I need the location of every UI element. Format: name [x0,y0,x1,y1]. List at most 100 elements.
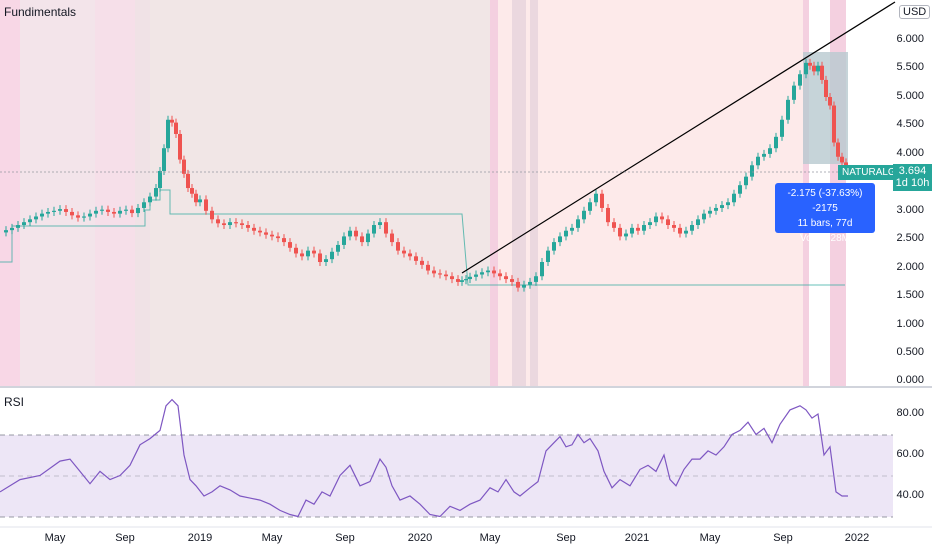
indicator-title[interactable]: Fundimentals [4,5,77,19]
candle-body [522,284,526,288]
candle-body [780,119,784,137]
candle-body [336,244,340,252]
candle-body [94,210,98,214]
candle-body [762,153,766,157]
candle-body [820,65,824,80]
candle-body [576,219,580,228]
candle-body [170,119,174,123]
bar-countdown: 1d 10h [895,177,930,189]
candle-body [240,223,244,226]
candle-body [808,62,812,66]
candle-body [654,216,658,223]
candle-body [384,222,388,234]
candle-body [690,225,694,231]
candle-body [204,199,208,211]
price-tick-label: 2.500 [896,232,924,245]
candle-body [534,276,538,282]
last-price-value: 3.694 [898,165,927,177]
candle-body [660,216,664,220]
measure-tooltip: -2.175 (-37.63%) -2175 11 bars, 77d Vol … [775,183,875,244]
candle-body [158,170,162,189]
candle-body [106,209,110,212]
candle-body [708,210,712,214]
candle-body [768,148,772,154]
rsi-title[interactable]: RSI [4,395,25,409]
candle-body [648,222,652,226]
candle-body [450,276,454,280]
candle-body [486,270,490,273]
candle-body [70,211,74,216]
candle-body [570,227,574,231]
candle-body [432,270,436,274]
candle-body [726,202,730,206]
time-tick-label: May [479,532,501,544]
candle-body [618,227,622,237]
candle-body [190,188,194,194]
candle-body [612,222,616,228]
candle-body [600,193,604,208]
candle-body [812,65,816,72]
candle-body [444,274,448,277]
time-tick-label: May [699,532,721,544]
price-tick-label: 0.500 [896,345,924,358]
candle-body [124,209,128,211]
candle-body [228,222,232,226]
candle-body [270,234,274,237]
candle-body [624,233,628,237]
price-tick-label: 5.500 [896,61,924,74]
candle-body [840,156,844,163]
candle-body [636,227,640,231]
candle-body [174,122,178,134]
price-candles [4,58,848,292]
background-bands [0,0,848,386]
price-tick-label: 4.500 [896,118,924,131]
candle-body [666,219,670,226]
candle-body [836,142,840,157]
candle-body [744,176,748,186]
candle-body [130,209,134,214]
currency-badge[interactable]: USD [899,5,931,19]
time-tick-label: 2020 [407,532,433,544]
rsi-tick-label: 80.00 [896,407,924,419]
candle-body [510,279,514,282]
candle-body [246,225,250,228]
candle-body [142,202,146,208]
candle-body [252,227,256,231]
candle-body [342,236,346,245]
candle-body [372,225,376,234]
candle-body [46,211,50,214]
candle-body [540,262,544,277]
candle-body [28,219,32,223]
candle-body [732,193,736,203]
candle-body [282,238,286,243]
last-price-tag: 3.694 1d 10h [893,164,932,191]
measure-volume: Vol 1.628M [799,233,851,244]
candle-body [162,148,166,171]
candle-body [516,281,520,288]
time-tick-label: 2022 [844,532,870,544]
candle-body [468,276,472,280]
candle-body [300,253,304,257]
candle-body [222,223,226,226]
candle-body [360,236,364,243]
price-tick-label: 5.000 [896,89,924,102]
trend-line[interactable] [461,1,896,274]
candle-body [528,281,532,285]
candle-body [552,242,556,251]
candle-body [456,279,460,282]
candle-body [64,209,68,212]
candle-body [642,225,646,231]
candle-body [786,99,790,120]
candle-body [438,273,442,275]
candle-body [738,185,742,194]
candle-body [564,230,568,237]
candle-body [16,225,20,228]
candle-body [498,273,502,277]
rsi-tick-label: 60.00 [896,448,924,460]
candle-body [504,276,508,280]
candle-body [288,242,292,248]
candle-body [148,196,152,203]
candle-body [294,247,298,254]
candle-body [714,207,718,211]
